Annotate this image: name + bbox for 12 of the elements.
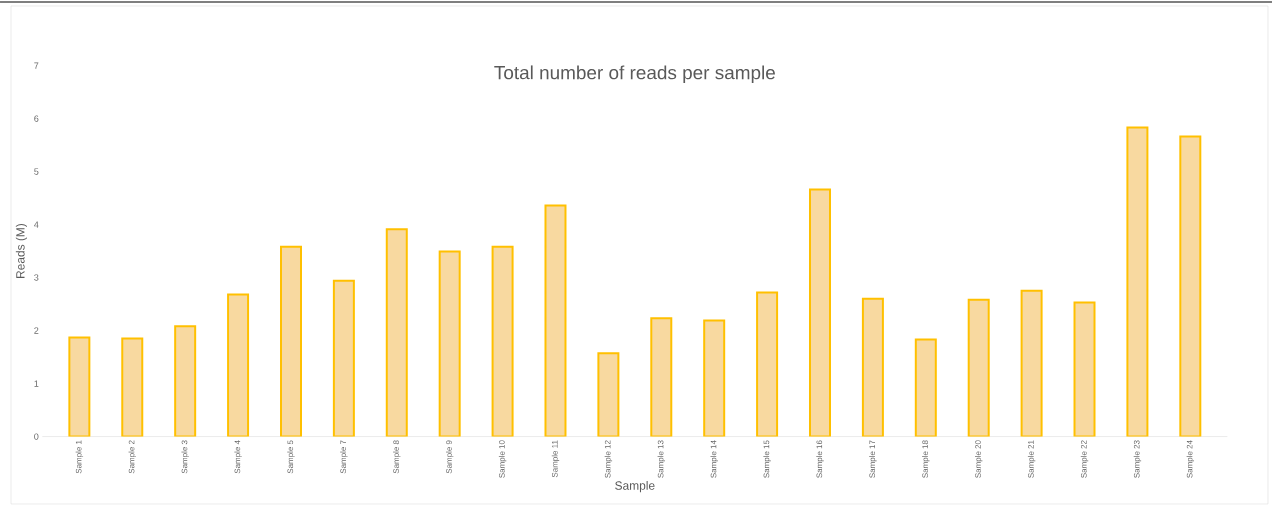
y-tick-label: 7 bbox=[34, 62, 39, 69]
y-tick-label: 6 bbox=[34, 115, 39, 122]
y-tick-label: 5 bbox=[34, 168, 39, 175]
y-tick-label: 1 bbox=[34, 380, 39, 387]
y-tick-label: 3 bbox=[34, 274, 39, 281]
y-tick-label: 4 bbox=[34, 221, 39, 228]
x-axis-title: Sample bbox=[615, 481, 655, 493]
y-axis-title: Reads (M) bbox=[15, 223, 27, 278]
chart-title: Total number of reads per sample bbox=[494, 65, 775, 84]
bar bbox=[544, 204, 567, 437]
y-tick-label: 2 bbox=[34, 327, 39, 334]
y-tick-label: 0 bbox=[34, 433, 39, 440]
